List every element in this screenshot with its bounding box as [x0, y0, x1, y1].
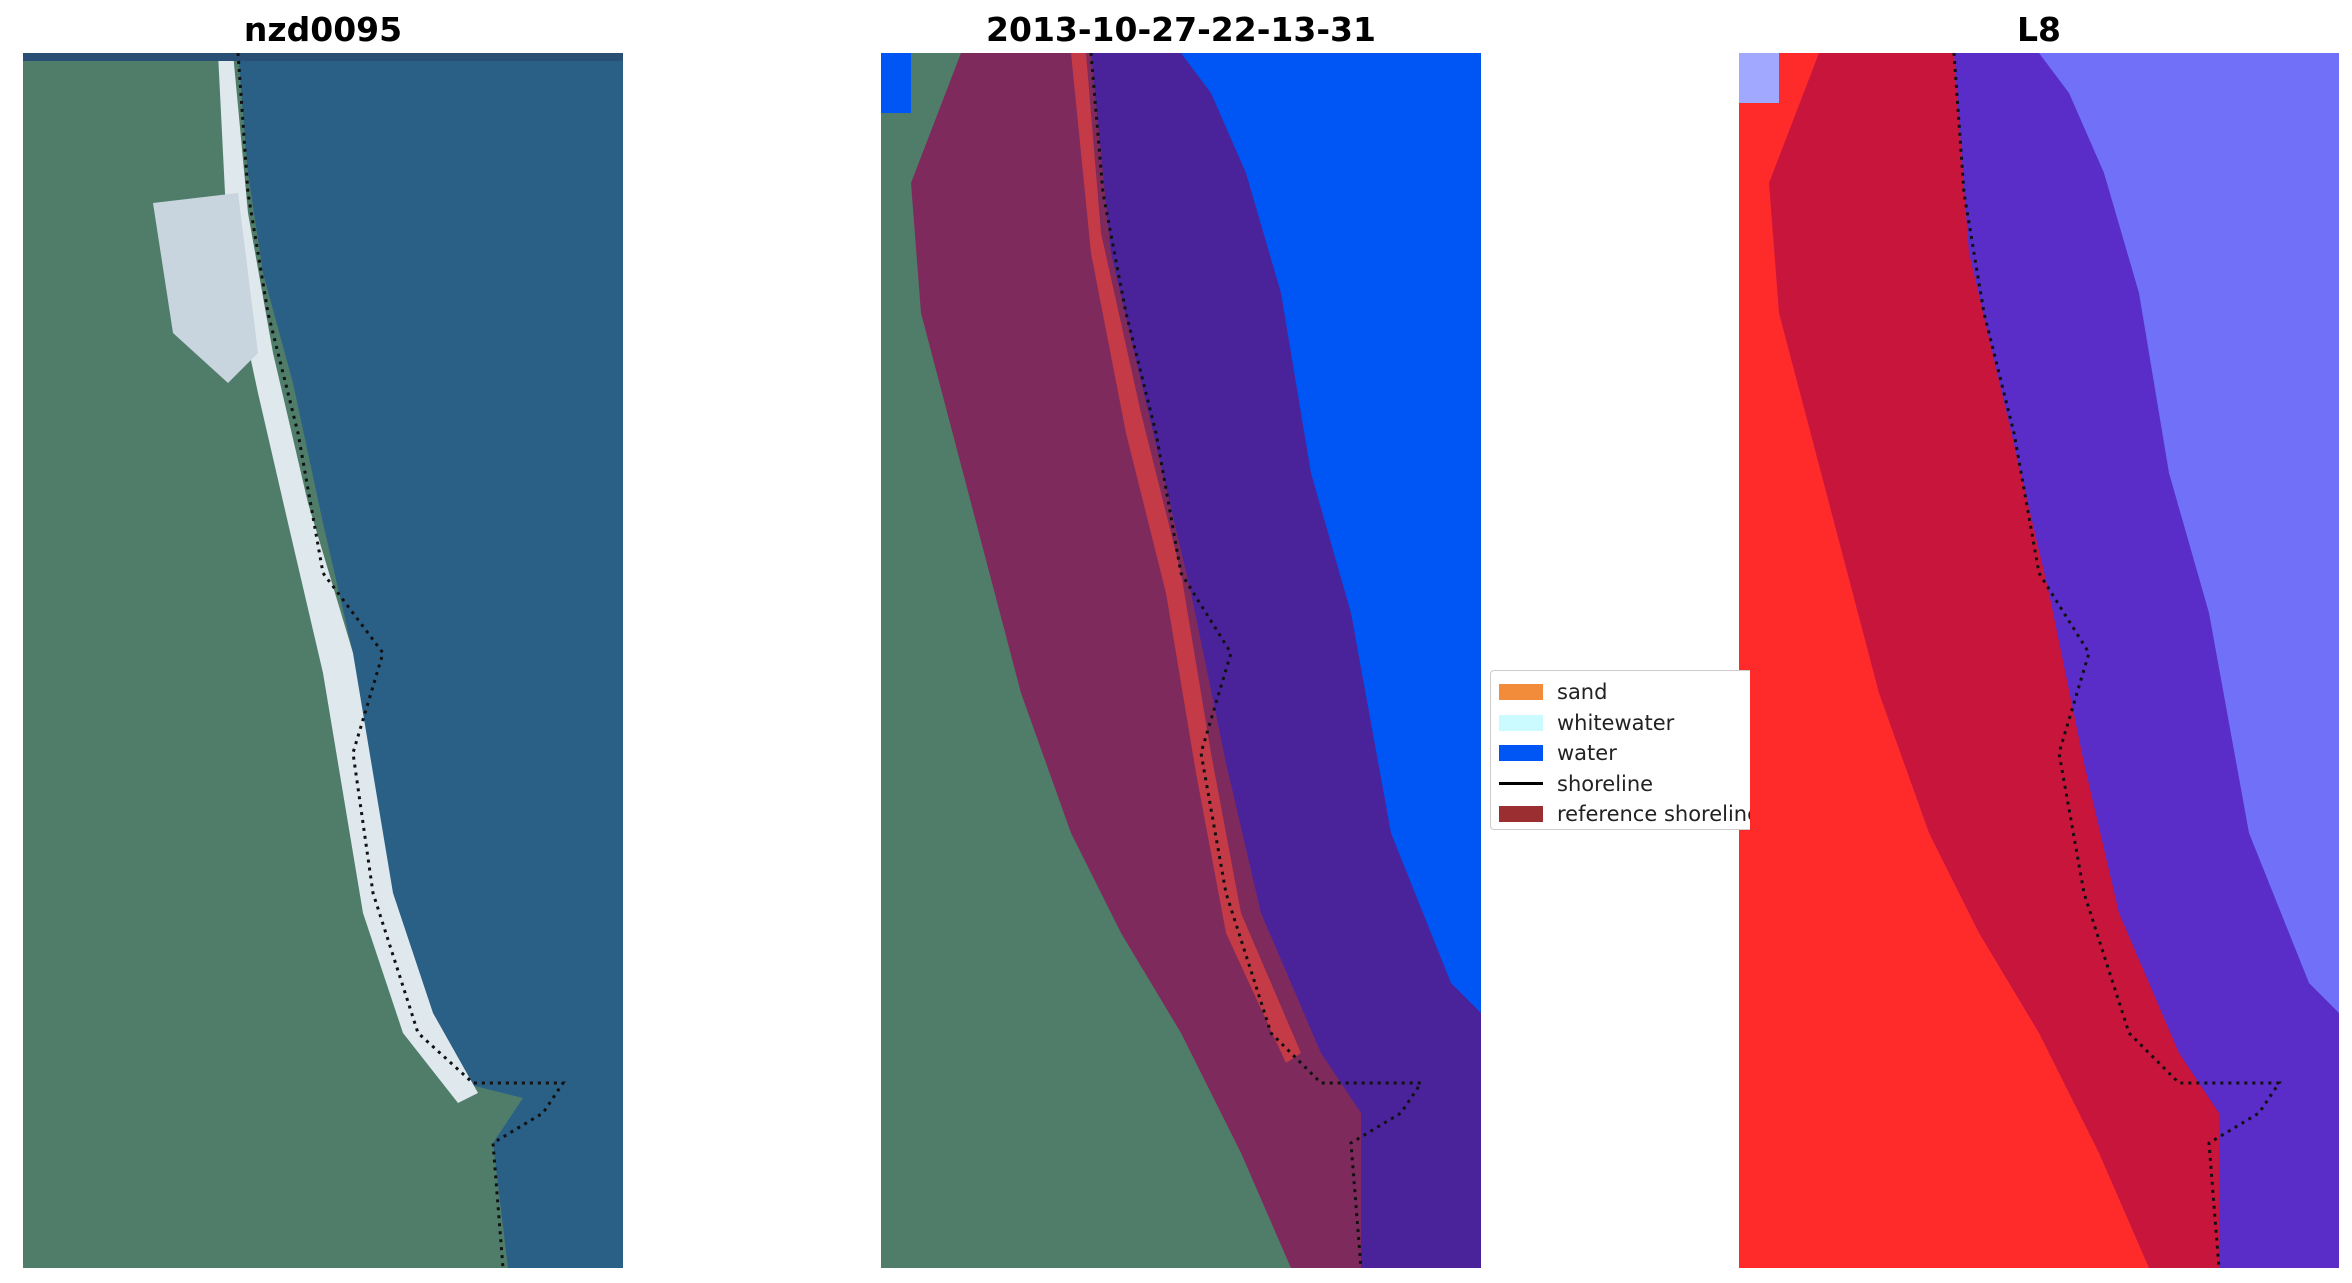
- sand-overlay: [1071, 53, 1301, 1063]
- legend-label-whitewater: whitewater: [1557, 710, 1675, 735]
- legend-item-whitewater: whitewater: [1499, 708, 1750, 739]
- sand-swatch: [1499, 684, 1543, 701]
- panel-title-l8: L8: [2017, 10, 2061, 49]
- rgb-image-panel: [23, 53, 623, 1268]
- shoreline-line: [1952, 53, 2282, 1268]
- panel-title-rgb: nzd0095: [243, 10, 403, 49]
- legend-item-reference-shoreline: reference shoreline buffer: [1499, 799, 1750, 829]
- buffered-water-area: [1954, 53, 2339, 1268]
- water-swatch: [1499, 745, 1543, 762]
- legend-item-shoreline: shoreline: [1499, 769, 1750, 800]
- buffered-water-area: [1081, 53, 1481, 1268]
- rgb-image: [23, 53, 623, 1268]
- classification-image: [881, 53, 1481, 1268]
- l8-panel: [1739, 53, 2339, 1268]
- corner-cloud: [1739, 53, 1779, 103]
- panel-title-classification: 2013-10-27-22-13-31: [986, 10, 1376, 49]
- legend-label-sand: sand: [1557, 680, 1608, 705]
- reference-buffer-land: [1769, 53, 2219, 1268]
- l8-image: [1739, 53, 2339, 1268]
- legend-label-water: water: [1557, 741, 1617, 766]
- corner-water: [881, 53, 911, 113]
- classification-panel: [881, 53, 1481, 1268]
- top-border: [23, 53, 623, 61]
- shoreline-line: [236, 53, 566, 1268]
- legend-label-reference-shoreline: reference shoreline buffer: [1557, 802, 1750, 827]
- reference-shoreline-swatch: [1499, 806, 1543, 823]
- legend-item-sand: sand: [1499, 677, 1750, 708]
- legend: sand whitewater water shoreline referenc…: [1490, 670, 1750, 830]
- shoreline-swatch: [1499, 782, 1543, 786]
- legend-item-water: water: [1499, 738, 1750, 769]
- legend-label-shoreline: shoreline: [1557, 771, 1654, 796]
- whitewater-swatch: [1499, 714, 1543, 731]
- beach-patch: [153, 193, 258, 383]
- shoreline-line: [1089, 53, 1424, 1268]
